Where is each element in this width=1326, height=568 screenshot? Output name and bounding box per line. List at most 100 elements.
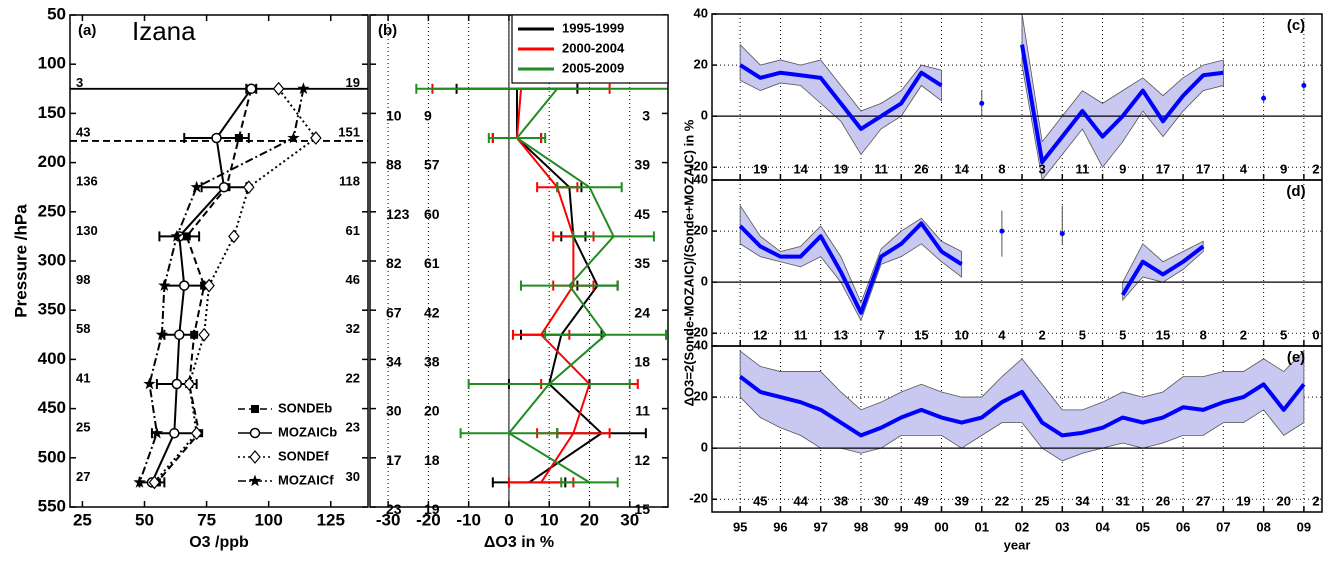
count-label: 25 xyxy=(1035,493,1049,508)
count-label: 27 xyxy=(1196,493,1210,508)
x-tick-label: -20 xyxy=(416,510,441,529)
count-label: 17 xyxy=(1156,161,1170,176)
count-label: 15 xyxy=(634,501,650,517)
series-line xyxy=(156,88,253,484)
legend-label: SONDEb xyxy=(278,400,332,415)
count-label: 4 xyxy=(1240,161,1248,176)
plot-area xyxy=(70,81,368,490)
count-label: 9 xyxy=(424,108,432,124)
x-tick-label: 96 xyxy=(773,519,787,534)
y-tick-label: 300 xyxy=(38,250,66,269)
panel-label: (d) xyxy=(1286,183,1305,200)
count-label: 10 xyxy=(954,327,968,342)
x-tick-label: 97 xyxy=(813,519,827,534)
count-label: 7 xyxy=(877,327,884,342)
count-label: 45 xyxy=(634,206,650,222)
marker xyxy=(158,279,171,291)
marker xyxy=(228,229,240,244)
count-label: 11 xyxy=(874,161,888,176)
count-label: 67 xyxy=(386,304,402,320)
count-label: 20 xyxy=(1277,493,1291,508)
count-label: 26 xyxy=(1156,493,1170,508)
y-tick-label: 40 xyxy=(694,5,708,20)
count-label: 19 xyxy=(424,501,440,517)
count-label: 49 xyxy=(914,493,928,508)
count-label: 0 xyxy=(1312,327,1319,342)
count-label: 14 xyxy=(954,161,969,176)
count-label: 2 xyxy=(1312,493,1319,508)
count-label: 32 xyxy=(346,321,360,336)
marker xyxy=(150,426,164,439)
series-line xyxy=(738,221,963,315)
series-point xyxy=(999,228,1005,234)
count-label: 12 xyxy=(753,327,767,342)
count-label: 3 xyxy=(76,75,83,90)
count-label: 27 xyxy=(76,469,90,484)
count-label: 2 xyxy=(1039,327,1046,342)
marker xyxy=(248,474,262,487)
count-label: 19 xyxy=(1236,493,1250,508)
x-tick-label: 20 xyxy=(580,510,599,529)
plot-area xyxy=(712,180,1322,346)
count-label: 39 xyxy=(634,157,650,173)
count-label: 151 xyxy=(338,124,360,139)
count-label: 26 xyxy=(914,161,928,176)
y-tick-label: -20 xyxy=(689,491,708,506)
marker xyxy=(251,405,259,413)
x-tick-label: 03 xyxy=(1055,519,1069,534)
marker xyxy=(174,329,185,341)
spread-band xyxy=(739,43,942,156)
count-label: 2 xyxy=(1312,161,1319,176)
marker xyxy=(190,426,203,441)
count-label: 25 xyxy=(76,420,90,435)
marker xyxy=(203,278,215,293)
count-label: 10 xyxy=(386,108,402,124)
count-label: 9 xyxy=(1280,161,1287,176)
x-tick-label: 30 xyxy=(620,510,639,529)
count-label: 41 xyxy=(76,370,90,385)
count-label: 3 xyxy=(642,108,650,124)
count-label: 130 xyxy=(76,223,98,238)
series-line xyxy=(739,63,943,131)
marker xyxy=(155,328,169,341)
series-point xyxy=(979,100,985,106)
count-label: 61 xyxy=(346,223,360,238)
count-label: 42 xyxy=(424,304,440,320)
marker xyxy=(171,378,183,390)
marker xyxy=(169,427,180,439)
count-label: 24 xyxy=(634,304,650,320)
marker xyxy=(310,131,322,145)
count-label: 14 xyxy=(793,161,808,176)
y-tick-label: 450 xyxy=(38,398,66,417)
marker xyxy=(272,81,285,96)
x-tick-label: 25 xyxy=(73,510,92,529)
y-tick-label: 250 xyxy=(38,201,66,220)
series-line xyxy=(1120,244,1205,296)
x-tick-label: 08 xyxy=(1256,519,1270,534)
count-label: 18 xyxy=(634,354,650,370)
legend-label: MOZAICb xyxy=(278,424,337,439)
count-label: 123 xyxy=(386,206,410,222)
x-tick-label: 75 xyxy=(197,510,216,529)
marker xyxy=(287,131,300,144)
count-label: 58 xyxy=(76,321,90,336)
marker xyxy=(148,475,161,490)
count-label: 15 xyxy=(914,327,928,342)
count-label: 61 xyxy=(424,255,440,271)
count-label: 34 xyxy=(386,354,402,370)
x-tick-label: 09 xyxy=(1297,519,1311,534)
x-tick-label: -30 xyxy=(376,510,401,529)
count-label: 8 xyxy=(1200,327,1207,342)
count-label: 9 xyxy=(1119,161,1126,176)
y-tick-label: 400 xyxy=(38,349,66,368)
y-tick-label: 550 xyxy=(38,496,66,515)
count-label: 5 xyxy=(1280,327,1287,342)
marker xyxy=(243,180,255,195)
count-label: 136 xyxy=(76,174,98,189)
count-label: 118 xyxy=(339,174,360,189)
count-label: 43 xyxy=(76,124,90,139)
y-tick-label: 0 xyxy=(701,108,708,123)
panel-label: (e) xyxy=(1287,349,1305,366)
